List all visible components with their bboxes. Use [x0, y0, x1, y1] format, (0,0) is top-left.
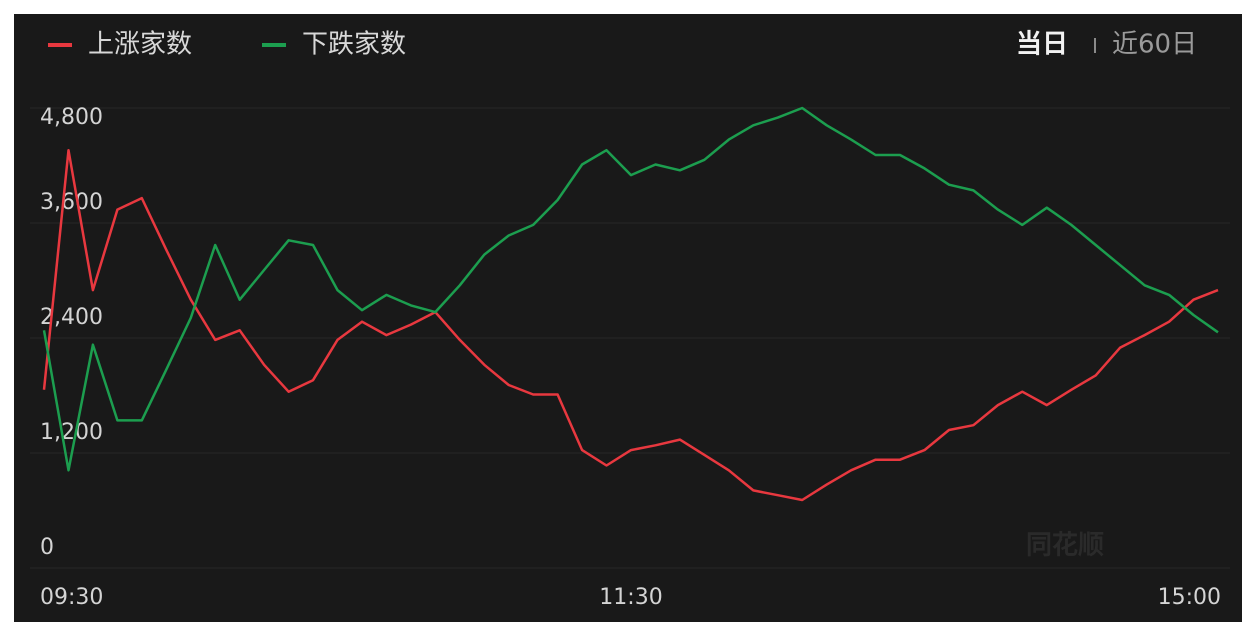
y-tick-label: 4,800	[40, 105, 103, 130]
tab-60-days[interactable]: 近60日	[1112, 30, 1197, 60]
series-line	[42, 106, 1219, 472]
legend-label: 上涨家数	[88, 30, 192, 60]
y-tick-label: 0	[40, 535, 54, 560]
x-tick-label: 15:00	[1158, 585, 1221, 610]
x-tick-label: 09:30	[40, 585, 103, 610]
panel	[14, 14, 1242, 622]
y-tick-label: 1,200	[40, 420, 103, 445]
tab-today[interactable]: 当日	[1016, 30, 1068, 60]
x-tick-label: 11:30	[599, 585, 662, 610]
watermark: 同花顺	[1026, 531, 1104, 561]
legend-label: 下跌家数	[302, 30, 406, 60]
series-line	[42, 148, 1219, 502]
y-tick-label: 3,600	[40, 190, 103, 215]
